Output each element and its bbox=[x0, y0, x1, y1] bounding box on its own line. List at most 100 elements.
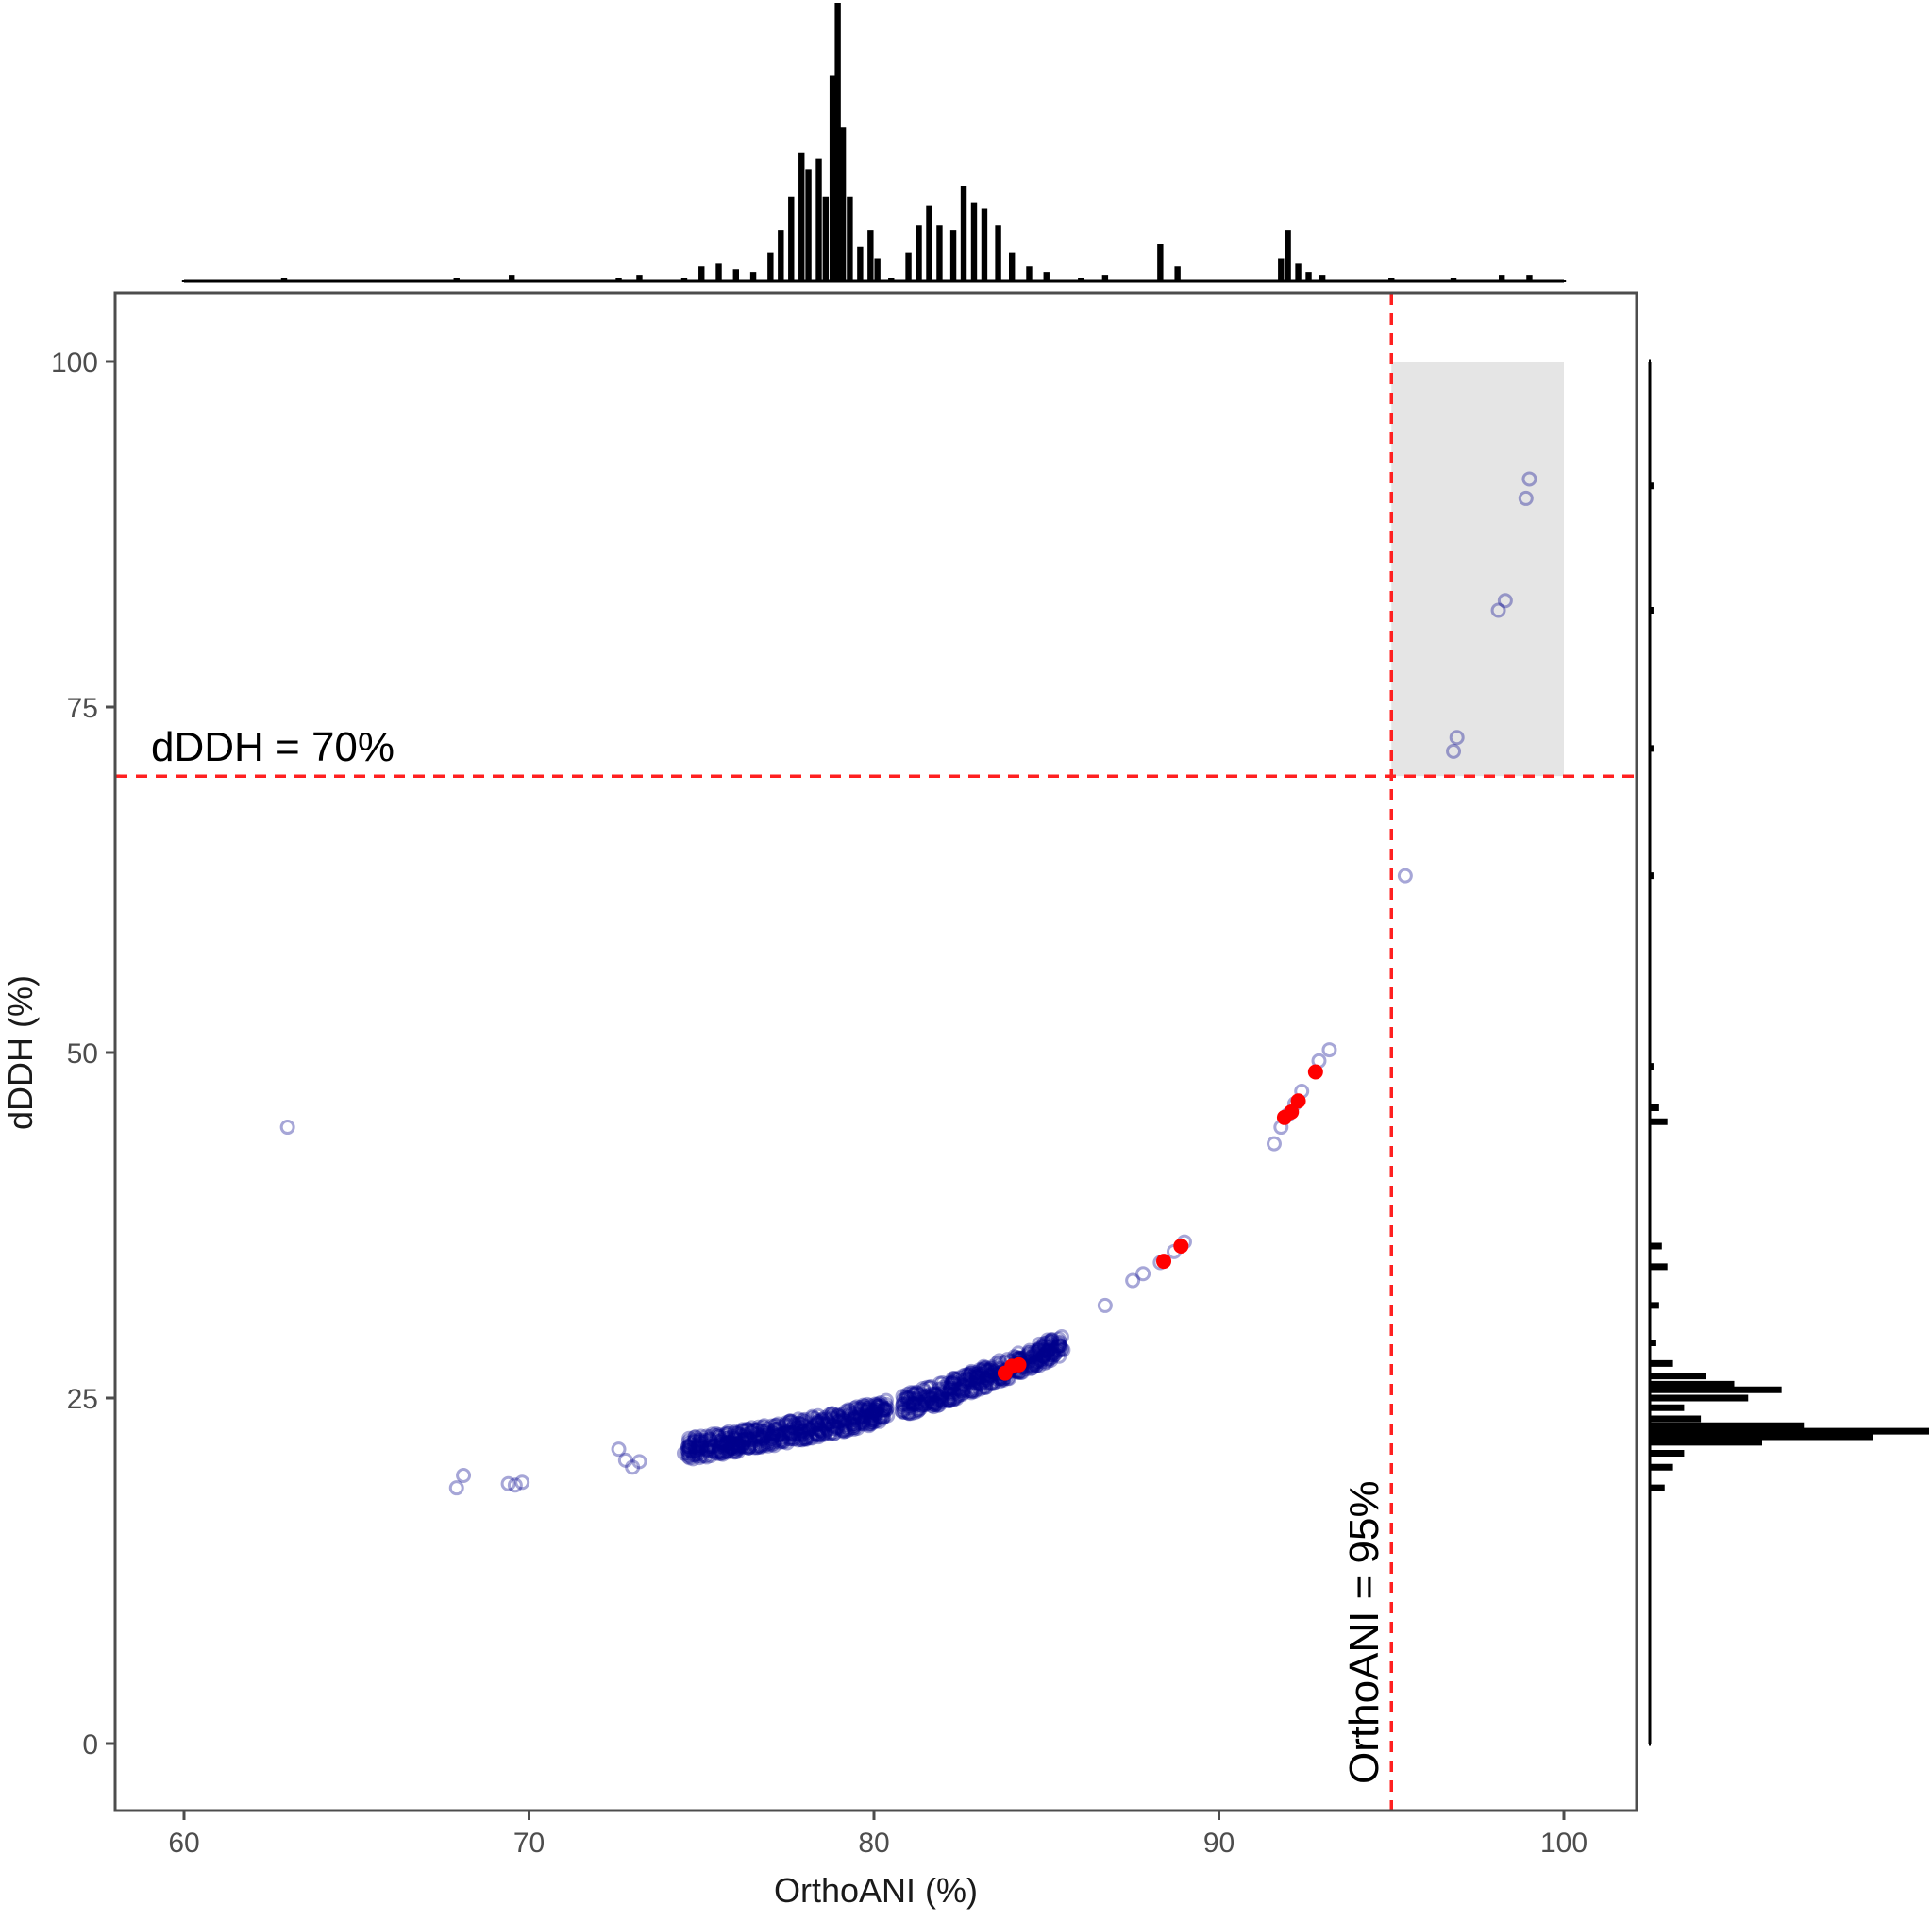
data-point bbox=[769, 1427, 785, 1443]
data-point bbox=[865, 1404, 882, 1420]
data-point bbox=[743, 1436, 759, 1452]
data-point bbox=[806, 1418, 822, 1434]
data-point bbox=[960, 1383, 976, 1399]
data-point bbox=[852, 1399, 868, 1415]
data-point bbox=[682, 1435, 698, 1451]
data-point bbox=[686, 1434, 702, 1450]
data-point bbox=[876, 1400, 892, 1416]
data-point bbox=[776, 1428, 792, 1444]
data-point bbox=[903, 1406, 919, 1422]
data-point bbox=[812, 1427, 828, 1443]
data-point bbox=[719, 1444, 735, 1460]
data-point bbox=[978, 1376, 994, 1392]
data-point bbox=[933, 1390, 949, 1406]
data-point bbox=[795, 1416, 811, 1432]
y-tick-label: 0 bbox=[82, 1729, 98, 1761]
data-point bbox=[983, 1368, 1000, 1384]
data-point bbox=[698, 1449, 714, 1465]
data-point bbox=[720, 1424, 736, 1440]
data-point bbox=[765, 1434, 781, 1450]
data-point bbox=[809, 1413, 825, 1429]
data-point bbox=[896, 1402, 912, 1418]
data-point bbox=[767, 1418, 783, 1434]
data-point bbox=[951, 1387, 967, 1403]
data-point bbox=[862, 1415, 878, 1431]
data-point bbox=[868, 1402, 884, 1418]
data-point bbox=[1125, 1272, 1141, 1289]
data-point bbox=[1051, 1342, 1067, 1358]
data-point bbox=[947, 1376, 963, 1392]
data-point bbox=[749, 1422, 765, 1438]
data-point bbox=[798, 1431, 815, 1447]
data-point bbox=[927, 1386, 943, 1402]
data-point bbox=[697, 1448, 713, 1464]
data-point bbox=[978, 1373, 994, 1390]
data-point bbox=[794, 1426, 810, 1442]
data-point bbox=[932, 1397, 948, 1413]
data-point bbox=[750, 1429, 766, 1445]
data-point bbox=[879, 1392, 895, 1408]
data-point bbox=[1032, 1336, 1048, 1352]
data-point bbox=[868, 1397, 884, 1413]
data-point bbox=[756, 1418, 772, 1434]
data-point bbox=[1029, 1357, 1045, 1373]
data-point bbox=[818, 1411, 834, 1427]
data-point bbox=[625, 1459, 641, 1475]
data-point bbox=[896, 1391, 912, 1407]
data-point bbox=[902, 1385, 918, 1401]
data-point bbox=[810, 1414, 826, 1430]
data-point bbox=[899, 1390, 915, 1406]
data-point bbox=[851, 1406, 867, 1422]
data-point bbox=[696, 1435, 712, 1451]
data-point bbox=[846, 1420, 862, 1436]
data-point bbox=[968, 1365, 984, 1381]
data-point bbox=[968, 1371, 984, 1387]
data-point bbox=[722, 1438, 738, 1454]
data-point bbox=[901, 1390, 917, 1406]
data-point bbox=[680, 1448, 697, 1464]
data-point bbox=[693, 1441, 709, 1458]
data-point bbox=[729, 1436, 745, 1452]
data-point bbox=[822, 1425, 838, 1441]
y-tick-label: 50 bbox=[67, 1038, 98, 1070]
data-point bbox=[686, 1437, 702, 1453]
data-point bbox=[1038, 1345, 1054, 1361]
data-point bbox=[878, 1402, 894, 1418]
data-point bbox=[777, 1425, 793, 1441]
data-point bbox=[1035, 1351, 1051, 1367]
data-point bbox=[720, 1442, 736, 1458]
data-point bbox=[828, 1410, 844, 1426]
data-point bbox=[857, 1408, 873, 1424]
data-point bbox=[693, 1439, 709, 1455]
data-point bbox=[825, 1418, 841, 1434]
data-point bbox=[838, 1421, 854, 1437]
data-point bbox=[711, 1429, 727, 1445]
data-point bbox=[959, 1371, 975, 1387]
data-point bbox=[963, 1383, 979, 1399]
data-point bbox=[456, 1467, 472, 1483]
data-point bbox=[819, 1421, 835, 1437]
data-point bbox=[856, 1416, 872, 1432]
data-point bbox=[947, 1390, 963, 1406]
data-point bbox=[954, 1387, 970, 1403]
data-point bbox=[777, 1417, 793, 1433]
data-point bbox=[961, 1367, 977, 1383]
data-point bbox=[796, 1427, 812, 1443]
x-tick-label: 90 bbox=[1203, 1828, 1235, 1859]
data-point bbox=[680, 1439, 696, 1455]
data-point bbox=[1518, 490, 1534, 506]
data-point bbox=[766, 1422, 782, 1438]
data-point bbox=[906, 1387, 922, 1403]
data-point bbox=[1028, 1350, 1044, 1366]
data-point bbox=[785, 1431, 801, 1447]
data-point bbox=[728, 1439, 744, 1455]
data-point bbox=[1028, 1357, 1044, 1373]
data-point bbox=[681, 1439, 697, 1455]
data-point bbox=[1035, 1342, 1051, 1358]
data-point bbox=[717, 1428, 733, 1444]
data-point bbox=[772, 1427, 788, 1443]
data-point bbox=[920, 1388, 936, 1404]
data-point bbox=[848, 1399, 865, 1415]
data-point bbox=[822, 1407, 838, 1423]
data-point bbox=[905, 1397, 921, 1413]
